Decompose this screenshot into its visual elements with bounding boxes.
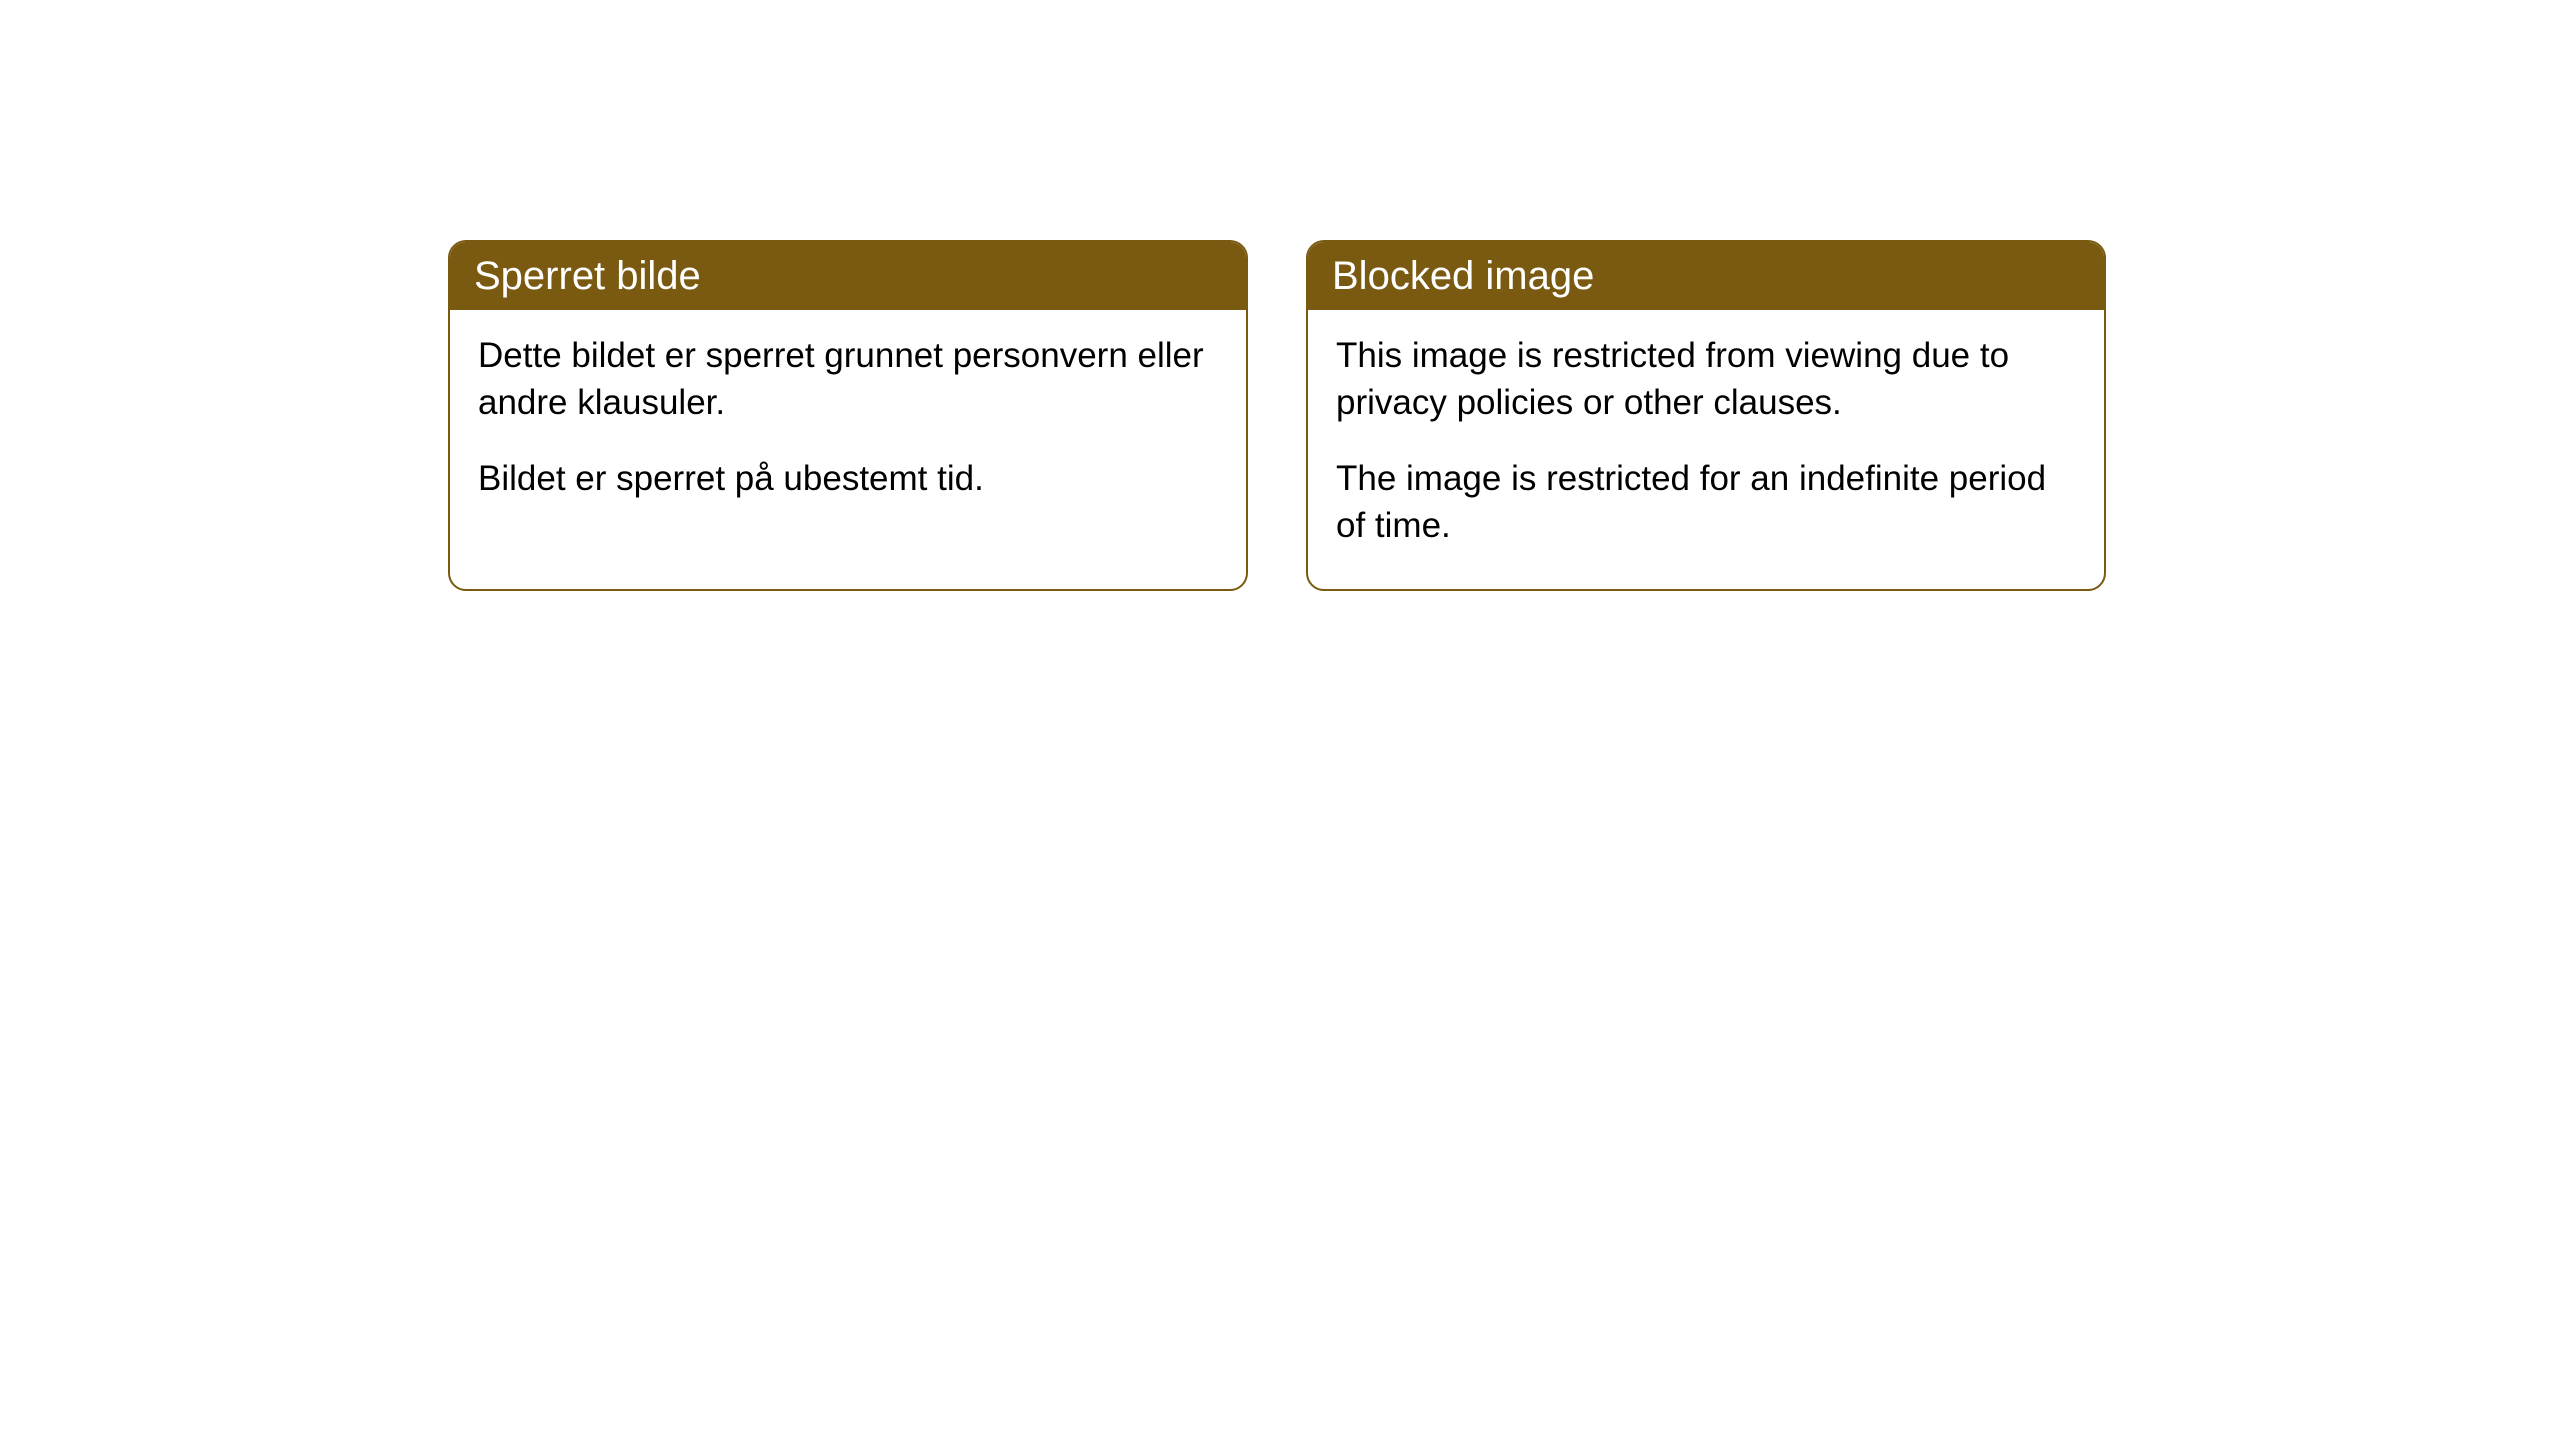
card-paragraph: This image is restricted from viewing du… [1336, 332, 2076, 427]
card-body: This image is restricted from viewing du… [1308, 310, 2104, 589]
card-header: Blocked image [1308, 242, 2104, 310]
blocked-image-card-norwegian: Sperret bilde Dette bildet er sperret gr… [448, 240, 1248, 591]
card-header: Sperret bilde [450, 242, 1246, 310]
notice-container: Sperret bilde Dette bildet er sperret gr… [0, 0, 2560, 591]
card-body: Dette bildet er sperret grunnet personve… [450, 310, 1246, 542]
card-paragraph: Dette bildet er sperret grunnet personve… [478, 332, 1218, 427]
blocked-image-card-english: Blocked image This image is restricted f… [1306, 240, 2106, 591]
card-paragraph: Bildet er sperret på ubestemt tid. [478, 455, 1218, 502]
card-paragraph: The image is restricted for an indefinit… [1336, 455, 2076, 550]
